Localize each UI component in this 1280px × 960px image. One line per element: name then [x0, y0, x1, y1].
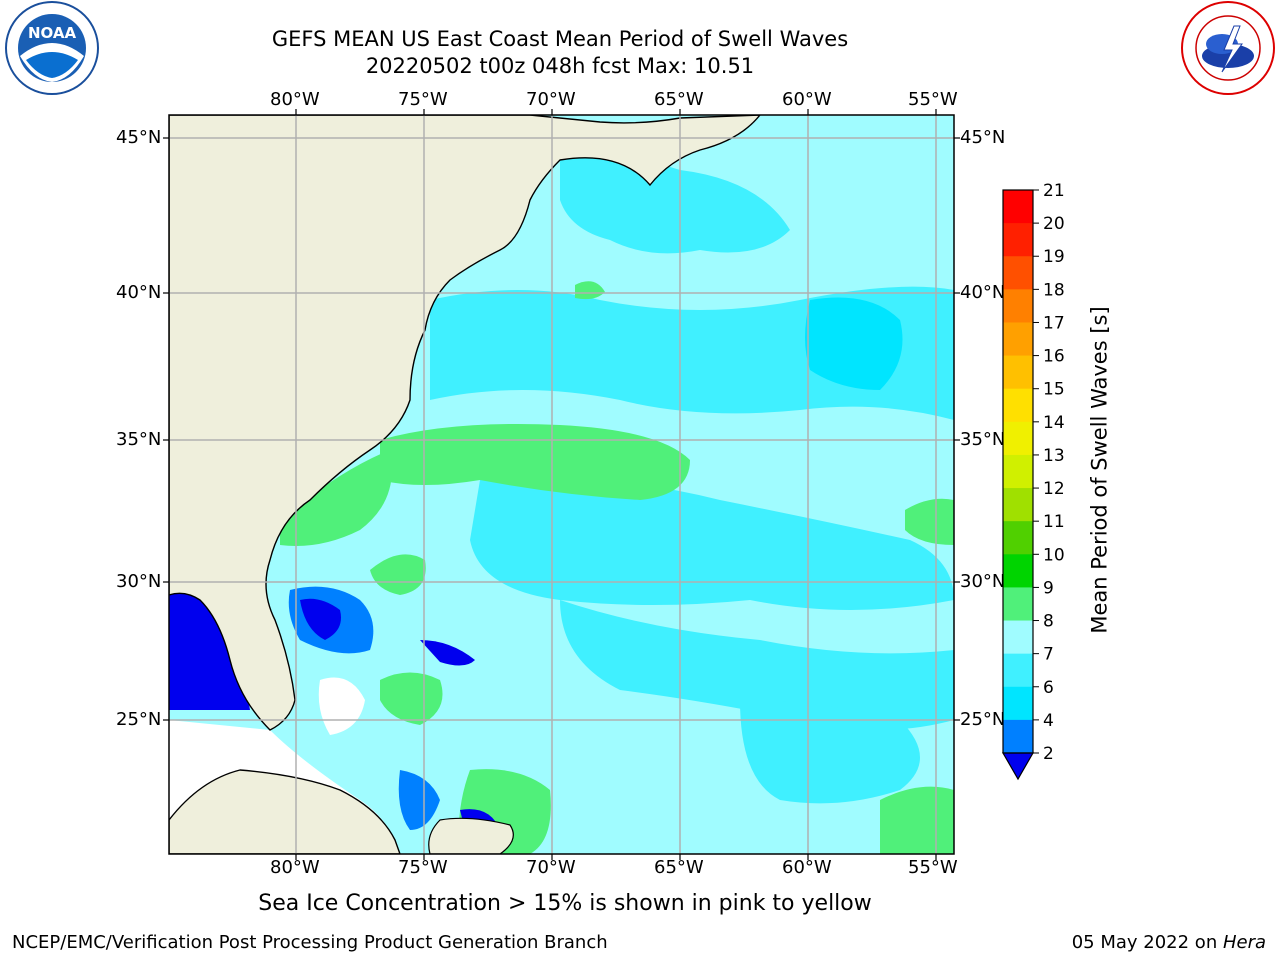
colorbar-frame	[1002, 189, 1034, 754]
lat-tick-right: 25°N	[960, 709, 1006, 730]
svg-text:NOAA: NOAA	[28, 24, 77, 42]
period-9-10-region	[370, 554, 426, 595]
hispaniola-land	[428, 817, 514, 854]
lon-tick-bottom: 70°W	[526, 857, 576, 878]
lon-tick-top: 55°W	[908, 89, 958, 110]
map-title: GEFS MEAN US East Coast Mean Period of S…	[271, 27, 849, 51]
period-2-region	[169, 589, 250, 710]
colorbar-swatch	[1003, 190, 1033, 224]
period-6-7-region	[560, 156, 790, 254]
graticule	[169, 115, 954, 854]
north-america-land	[169, 115, 761, 731]
period-6-7-region	[560, 600, 954, 730]
period-2-region	[300, 598, 341, 640]
period-9-10-region	[380, 424, 690, 500]
colorbar-title: Mean Period of Swell Waves [s]	[1088, 306, 1113, 634]
colorbar-tick-label: 6	[1043, 678, 1054, 698]
footer-date-text: 05 May 2022 on	[1071, 932, 1223, 953]
period-9-10-region	[905, 498, 954, 545]
colorbar-swatch	[1003, 488, 1033, 522]
colorbar-tick-label: 8	[1043, 612, 1054, 632]
lat-tick-left: 30°N	[116, 571, 162, 592]
colorbar-swatch	[1003, 256, 1033, 290]
colorbar-swatch	[1003, 587, 1033, 622]
colorbar-swatch	[1003, 653, 1033, 688]
lon-tick-top: 80°W	[270, 89, 320, 110]
colorbar-tick-label: 7	[1043, 645, 1054, 665]
colorbar-tick-label: 19	[1043, 247, 1065, 267]
nws-logo-icon	[1181, 1, 1275, 95]
footer-date: 05 May 2022 on Hera	[1072, 932, 1266, 953]
lon-tick-bottom: 60°W	[782, 857, 832, 878]
lon-tick-bottom: 65°W	[654, 857, 704, 878]
colorbar-swatch	[1003, 322, 1033, 357]
colorbar-tick-label: 2	[1043, 744, 1054, 764]
colorbar-swatch	[1003, 421, 1033, 456]
colorbar-swatch	[1003, 454, 1033, 489]
lat-tick-left: 25°N	[116, 709, 162, 730]
colorbar-tick-label: 18	[1043, 280, 1065, 300]
axis-ticks	[163, 109, 960, 860]
colorbar-title-wrap: Mean Period of Swell Waves [s]	[1088, 190, 1113, 750]
lat-tick-right: 45°N	[960, 127, 1006, 148]
lat-tick-right: 30°N	[960, 571, 1006, 592]
noaa-logo-icon: NOAA	[5, 1, 99, 95]
colorbar-swatch	[1003, 521, 1033, 555]
colorbar-swatch	[1003, 554, 1033, 588]
period-4-6-region	[805, 297, 903, 390]
colorbar-swatch	[1003, 686, 1033, 721]
period-6-7-region	[740, 700, 920, 804]
lon-tick-top: 60°W	[782, 89, 832, 110]
period-4-region	[398, 770, 440, 830]
colorbar-tick-label: 20	[1043, 214, 1065, 234]
lon-tick-bottom: 75°W	[398, 857, 448, 878]
sea-ice-note: Sea Ice Concentration > 15% is shown in …	[258, 891, 872, 916]
lon-tick-top: 65°W	[654, 89, 704, 110]
map-frame	[168, 114, 955, 855]
lon-tick-bottom: 80°W	[270, 857, 320, 878]
lat-tick-left: 35°N	[116, 429, 162, 450]
colorbar-tick-label: 4	[1043, 711, 1054, 731]
colorbar-swatch	[1003, 719, 1033, 754]
colorbar-tick-label: 11	[1043, 512, 1065, 532]
map-subtitle: 20220502 t00z 048h fcst Max: 10.51	[365, 54, 755, 78]
lon-tick-top: 75°W	[398, 89, 448, 110]
colorbar-tick-label: 21	[1043, 181, 1065, 201]
colorbar-tick-label: 16	[1043, 347, 1065, 367]
colorbar-tick-label: 12	[1043, 479, 1065, 499]
period-9-10-region	[880, 786, 954, 854]
colorbar-tick-label: 15	[1043, 380, 1065, 400]
colorbar-swatch	[1003, 620, 1033, 655]
period-9-10-region	[575, 281, 605, 300]
colorbar-swatch	[1003, 223, 1033, 257]
colorbar-swatch	[1003, 388, 1033, 423]
colorbar-tick-label: 14	[1043, 413, 1065, 433]
colorbar-swatch	[1003, 289, 1033, 323]
footer-host: Hera	[1222, 932, 1266, 953]
colorbar: 21 20 19 18 17 16 15 14 13 12 11 10 9 8 7 6 4 2	[1001, 181, 1065, 781]
lon-tick-bottom: 55°W	[908, 857, 958, 878]
colorbar-tick-label: 9	[1043, 578, 1054, 598]
lat-tick-left: 45°N	[116, 127, 162, 148]
period-2-region	[420, 640, 475, 666]
cuba-land	[169, 769, 401, 854]
lon-tick-top: 70°W	[526, 89, 576, 110]
period-6-7-region	[470, 477, 954, 610]
colorbar-tick-label: 17	[1043, 313, 1065, 333]
footer-credit: NCEP/EMC/Verification Post Processing Pr…	[12, 932, 608, 953]
colorbar-tick-label: 13	[1043, 446, 1065, 466]
lat-tick-right: 35°N	[960, 429, 1006, 450]
colorbar-swatch	[1003, 355, 1033, 390]
colorbar-extend-arrow	[1001, 752, 1035, 781]
period-9-10-region	[380, 672, 443, 725]
lat-tick-left: 40°N	[116, 282, 162, 303]
period-9-10-region	[280, 450, 392, 546]
lat-tick-right: 40°N	[960, 282, 1006, 303]
colorbar-tick-label: 10	[1043, 545, 1065, 565]
